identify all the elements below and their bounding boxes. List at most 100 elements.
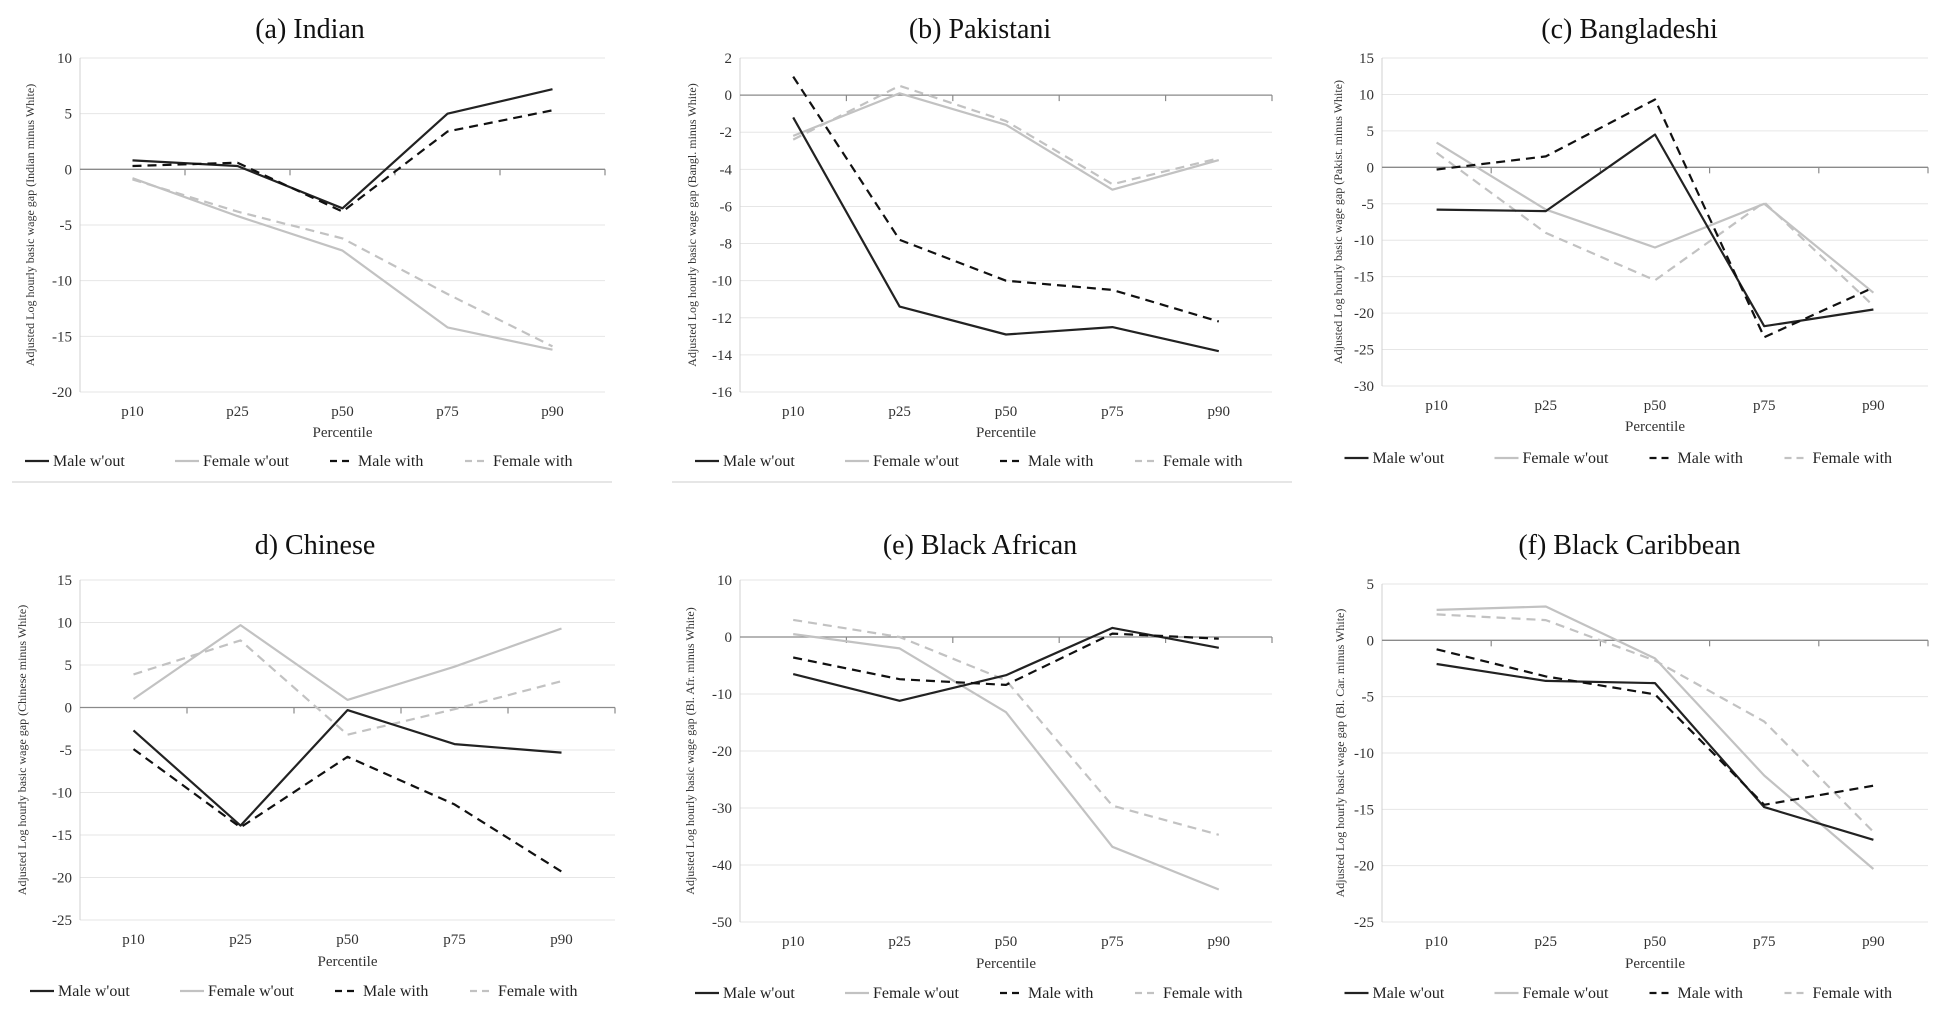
chart-svg: -16 -14 -12 -10 -8 -6 -4 -2 0 2 p10 p25 p50 p75 p90 (b)… — [672, 14, 1292, 483]
y-tick-label: -50 — [712, 915, 732, 931]
chart-title: (e) Black African — [883, 530, 1077, 561]
legend-label-male-without: Male w'out — [1373, 985, 1445, 1002]
y-tick-label: -25 — [1354, 343, 1374, 359]
y-tick-label: 2 — [725, 51, 733, 67]
x-tick-label: p50 — [995, 404, 1018, 420]
series-line-male-with — [1436, 648, 1874, 806]
y-axis-label: Adjusted Log hourly basic wage gap (Bl. … — [683, 607, 697, 894]
y-tick-label: -25 — [1354, 915, 1374, 931]
legend-label-male-with: Male with — [1678, 450, 1743, 467]
chart-title: (f) Black Caribbean — [1518, 530, 1740, 561]
legend-label-female-without: Female w'out — [873, 453, 960, 470]
y-axis-label: Adjusted Log hourly basic wage gap (Indi… — [23, 84, 37, 366]
x-tick-label: p25 — [888, 934, 911, 950]
series-line-male-without — [1436, 133, 1874, 328]
y-tick-label: -40 — [712, 858, 732, 874]
x-tick-label: p90 — [550, 932, 573, 948]
chart-panel-black-caribbean: -25 -20 -15 -10 -5 0 5 p10 p25 p50 p75 p90 (f) Black… — [1320, 520, 1939, 1011]
x-axis-label: Percentile — [976, 956, 1036, 972]
y-tick-label: -10 — [712, 274, 732, 290]
x-tick-label: p75 — [1753, 934, 1776, 950]
x-tick-label: p10 — [1425, 398, 1448, 414]
y-axis-label: Adjusted Log hourly basic wage gap (Chin… — [15, 605, 29, 895]
y-tick-label: 5 — [1367, 124, 1375, 140]
y-tick-label: -10 — [712, 687, 732, 703]
y-tick-label: 0 — [65, 701, 73, 717]
legend-label-female-without: Female w'out — [208, 983, 295, 1000]
x-tick-label: p50 — [995, 934, 1018, 950]
series-line-male-without — [132, 88, 553, 210]
legend-label-female-with: Female with — [1813, 985, 1893, 1002]
legend-label-female-with: Female with — [1163, 985, 1243, 1002]
chart-panel-black-african: -50 -40 -30 -20 -10 0 10 p10 p25 p50 p75 p90 (e) Bla… — [660, 520, 1300, 1011]
y-tick-label: 15 — [57, 573, 72, 589]
legend-label-female-with: Female with — [1163, 453, 1243, 470]
y-tick-label: -16 — [712, 385, 732, 401]
chart-svg: -25 -20 -15 -10 -5 0 5 10 15 p10 p25 p50 p75 p90 d) Ch… — [15, 530, 616, 1000]
y-tick-label: 0 — [1367, 160, 1375, 176]
legend-label-female-without: Female w'out — [873, 985, 960, 1002]
y-tick-label: -20 — [52, 385, 72, 401]
chart-panel-pakistani: -16 -14 -12 -10 -8 -6 -4 -2 0 2 p10 p25 p50 p75 p90 (b)… — [660, 0, 1300, 485]
y-tick-label: 15 — [1359, 51, 1374, 67]
y-tick-label: -20 — [1354, 306, 1374, 322]
y-tick-label: 5 — [1367, 577, 1375, 593]
y-tick-label: -5 — [60, 743, 73, 759]
x-tick-label: p75 — [1753, 398, 1776, 414]
series-line-female-with — [792, 84, 1220, 186]
y-tick-label: 10 — [57, 51, 72, 67]
x-tick-label: p25 — [1535, 934, 1558, 950]
y-tick-label: -20 — [712, 744, 732, 760]
x-tick-label: p90 — [1862, 934, 1885, 950]
y-tick-label: 0 — [1367, 633, 1375, 649]
x-axis-label: Percentile — [313, 425, 373, 441]
y-axis-label: Adjusted Log hourly basic wage gap (Bl. … — [1333, 609, 1347, 898]
series-line-female-without — [793, 633, 1220, 891]
y-tick-label: -10 — [1354, 233, 1374, 249]
series-line-male-without — [792, 626, 1220, 702]
y-axis-label: Adjusted Log hourly basic wage gap (Paki… — [1331, 80, 1345, 364]
legend-label-male-with: Male with — [1028, 453, 1093, 470]
y-tick-label: -10 — [1354, 746, 1374, 762]
x-tick-label: p50 — [1644, 934, 1667, 950]
y-tick-label: -25 — [52, 913, 72, 929]
legend-label-male-without: Male w'out — [53, 453, 125, 470]
series-line-female-with — [133, 639, 562, 736]
legend-label-male-with: Male with — [358, 453, 423, 470]
legend-label-male-with: Male with — [363, 983, 428, 1000]
y-tick-label: 10 — [1359, 87, 1374, 103]
x-tick-label: p90 — [541, 404, 564, 420]
legend-label-female-without: Female w'out — [203, 453, 290, 470]
x-axis-label: Percentile — [976, 425, 1036, 441]
series-line-female-without — [1436, 605, 1875, 870]
y-tick-label: -5 — [60, 218, 73, 234]
y-tick-label: -4 — [720, 162, 733, 178]
x-tick-label: p10 — [782, 934, 805, 950]
y-tick-label: -5 — [1362, 690, 1375, 706]
chart-title: (c) Bangladeshi — [1541, 14, 1718, 45]
x-tick-label: p10 — [1425, 934, 1448, 950]
x-axis-label: Percentile — [1625, 956, 1685, 972]
chart-svg: -50 -40 -30 -20 -10 0 10 p10 p25 p50 p75 p90 (e) Bla… — [683, 530, 1273, 1002]
x-tick-label: p10 — [121, 404, 144, 420]
x-tick-label: p10 — [782, 404, 805, 420]
series-line-female-without — [132, 177, 553, 351]
x-tick-label: p75 — [1101, 934, 1124, 950]
y-tick-label: 0 — [725, 630, 733, 646]
y-tick-label: -8 — [720, 237, 733, 253]
chart-panel-chinese: -25 -20 -15 -10 -5 0 5 10 15 p10 p25 p50 p75 p90 d) Ch… — [0, 520, 630, 1011]
series-line-male-without — [132, 709, 562, 827]
y-tick-label: 0 — [65, 162, 73, 178]
y-tick-label: -20 — [52, 871, 72, 887]
series-line-female-without — [1436, 141, 1875, 294]
series-line-male-with — [792, 632, 1219, 686]
y-tick-label: -2 — [720, 125, 733, 141]
legend-label-female-with: Female with — [1813, 450, 1893, 467]
y-tick-label: -6 — [720, 199, 733, 215]
y-tick-label: -15 — [52, 329, 72, 345]
x-axis-label: Percentile — [1625, 419, 1685, 435]
x-tick-label: p50 — [336, 932, 359, 948]
legend-label-male-without: Male w'out — [723, 985, 795, 1002]
y-tick-label: -20 — [1354, 859, 1374, 875]
x-tick-label: p75 — [1101, 404, 1124, 420]
